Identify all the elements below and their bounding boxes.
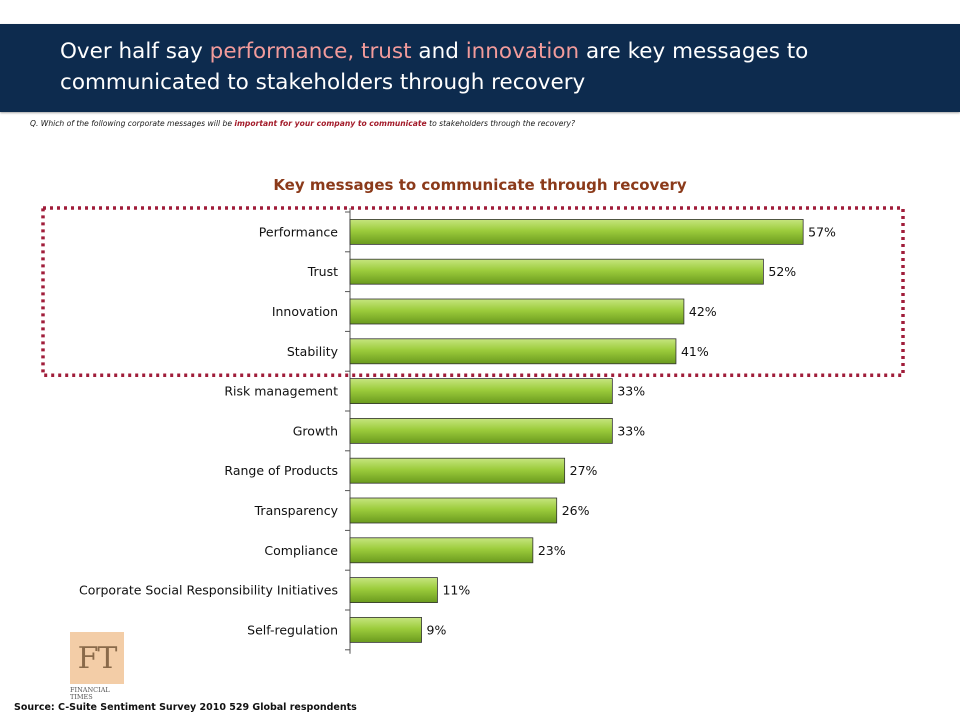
bar bbox=[349, 338, 677, 365]
category-label: Innovation bbox=[272, 304, 338, 319]
category-label: Compliance bbox=[264, 543, 338, 558]
title-part: and bbox=[411, 39, 466, 64]
source-note: Source: C-Suite Sentiment Survey 2010 52… bbox=[14, 702, 357, 713]
title-highlight: performance, trust bbox=[209, 39, 412, 64]
value-label: 42% bbox=[689, 304, 717, 319]
bar bbox=[349, 616, 422, 643]
category-label: Corporate Social Responsibility Initiati… bbox=[79, 583, 338, 598]
value-label: 23% bbox=[538, 543, 566, 558]
bar bbox=[349, 378, 613, 405]
value-label: 26% bbox=[562, 503, 590, 518]
category-label: Range of Products bbox=[224, 463, 338, 478]
value-label: 52% bbox=[768, 264, 796, 279]
category-label: Risk management bbox=[224, 384, 338, 399]
value-label: 33% bbox=[617, 384, 645, 399]
highlight-box bbox=[41, 206, 905, 377]
value-label: 27% bbox=[570, 463, 598, 478]
bar bbox=[349, 497, 558, 524]
title-part: Over half say bbox=[60, 39, 210, 64]
title-highlight: innovation bbox=[465, 39, 580, 64]
survey-question: Q. Which of the following corporate mess… bbox=[30, 119, 575, 128]
title-banner: Over half say performance, trust and inn… bbox=[0, 24, 960, 112]
value-label: 33% bbox=[617, 423, 645, 438]
ft-logo-line1: FINANCIAL bbox=[70, 686, 110, 694]
page-title: Over half say performance, trust and inn… bbox=[60, 36, 940, 98]
question-emphasis: important for your company to communicat… bbox=[234, 119, 427, 128]
value-label: 9% bbox=[427, 622, 447, 637]
bar bbox=[349, 218, 804, 245]
question-suffix: to stakeholders through the recovery? bbox=[426, 119, 576, 128]
ft-logo-mark: FT bbox=[70, 632, 124, 684]
category-label: Stability bbox=[287, 344, 339, 359]
bar bbox=[349, 258, 764, 285]
ft-logo: FT FINANCIAL TIMES bbox=[70, 632, 124, 704]
value-label: 41% bbox=[681, 344, 709, 359]
title-part: are key messages to communicated to stak… bbox=[60, 39, 809, 95]
ft-logo-name: FINANCIAL TIMES bbox=[70, 687, 124, 701]
value-label: 11% bbox=[442, 583, 470, 598]
bar bbox=[349, 537, 534, 564]
category-label: Growth bbox=[293, 423, 338, 438]
bar bbox=[349, 417, 613, 444]
bar bbox=[349, 577, 438, 604]
category-label: Transparency bbox=[254, 503, 339, 518]
ft-logo-line2: TIMES bbox=[70, 693, 93, 701]
bar bbox=[349, 298, 685, 325]
chart-title: Key messages to communicate through reco… bbox=[273, 176, 687, 194]
category-label: Trust bbox=[307, 264, 338, 279]
bar-chart: Performance 57% Trust 52% Innovation 42% Stabi… bbox=[41, 206, 905, 654]
value-label: 57% bbox=[808, 224, 836, 239]
category-label: Performance bbox=[259, 224, 339, 239]
category-label: Self-regulation bbox=[247, 622, 338, 637]
question-prefix: Q. Which of the following corporate mess… bbox=[30, 119, 235, 128]
bar bbox=[349, 457, 566, 484]
